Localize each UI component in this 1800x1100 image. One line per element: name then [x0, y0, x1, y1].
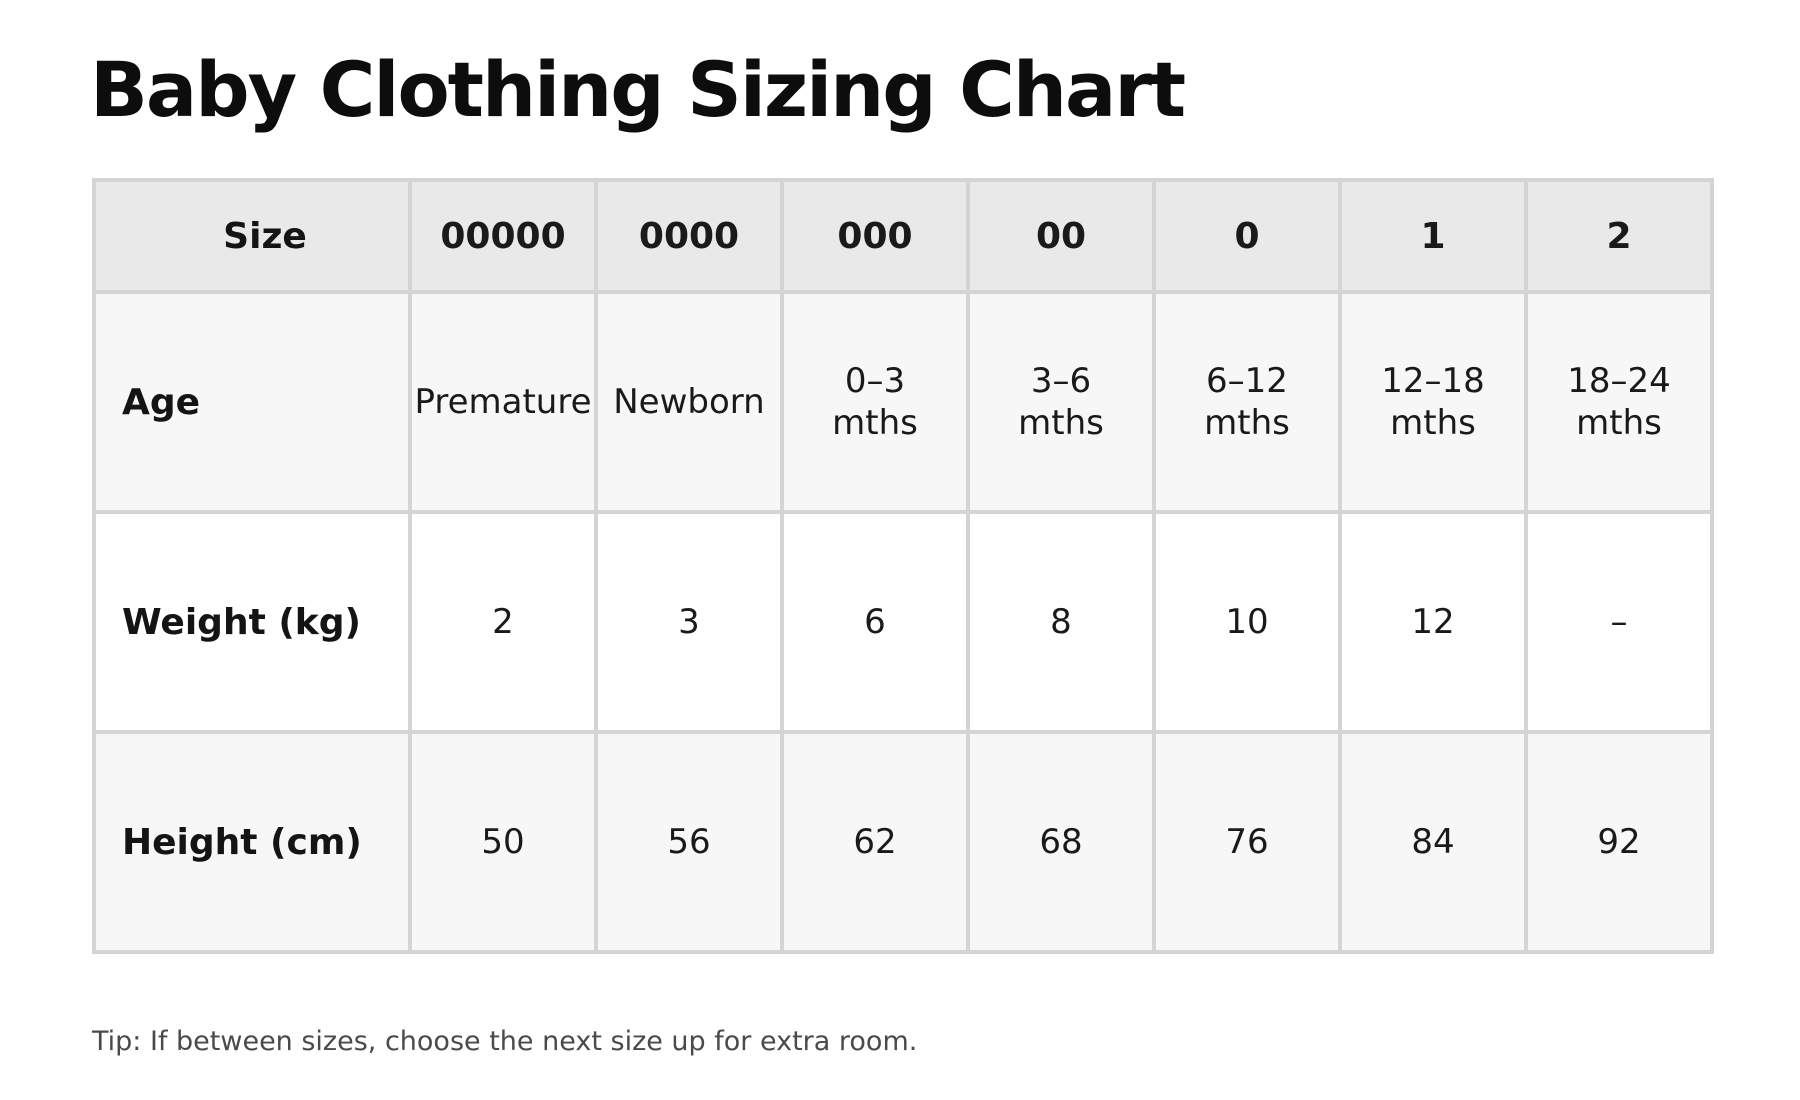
- weight-value-cell: –: [1524, 510, 1714, 734]
- size-column-header: 0000: [594, 178, 784, 294]
- size-header-label: Size: [92, 178, 412, 294]
- weight-value-cell: 10: [1152, 510, 1342, 734]
- age-row: Age Premature Newborn 0–3 mths 3–6 mths …: [92, 290, 1714, 514]
- height-value-cell: 76: [1152, 730, 1342, 954]
- weight-value-cell: 3: [594, 510, 784, 734]
- size-column-header: 2: [1524, 178, 1714, 294]
- age-row-label: Age: [92, 290, 412, 514]
- tip-note: Tip: If between sizes, choose the next s…: [92, 1026, 918, 1057]
- age-value-cell: 0–3 mths: [780, 290, 970, 514]
- height-value-cell: 56: [594, 730, 784, 954]
- weight-value-cell: 6: [780, 510, 970, 734]
- size-column-header: 000: [780, 178, 970, 294]
- size-column-header: 1: [1338, 178, 1528, 294]
- height-value-cell: 50: [408, 730, 598, 954]
- height-value-cell: 84: [1338, 730, 1528, 954]
- weight-value-cell: 8: [966, 510, 1156, 734]
- sizing-table-container: Size 00000 0000 000 00 0 1 2 Age Prematu…: [92, 178, 1714, 954]
- weight-value-cell: 12: [1338, 510, 1528, 734]
- height-value-cell: 68: [966, 730, 1156, 954]
- weight-row-label: Weight (kg): [92, 510, 412, 734]
- size-column-header: 00000: [408, 178, 598, 294]
- height-value-cell: 92: [1524, 730, 1714, 954]
- sizing-table: Size 00000 0000 000 00 0 1 2 Age Prematu…: [92, 178, 1714, 954]
- weight-value-cell: 2: [408, 510, 598, 734]
- age-value-cell: 6–12 mths: [1152, 290, 1342, 514]
- age-value-cell: Newborn: [594, 290, 784, 514]
- age-value-cell: 3–6 mths: [966, 290, 1156, 514]
- height-row: Height (cm) 50 56 62 68 76 84 92: [92, 730, 1714, 954]
- page-title: Baby Clothing Sizing Chart: [90, 45, 1186, 134]
- height-value-cell: 62: [780, 730, 970, 954]
- weight-row: Weight (kg) 2 3 6 8 10 12 –: [92, 510, 1714, 734]
- age-value-cell: Premature: [408, 290, 598, 514]
- header-row: Size 00000 0000 000 00 0 1 2: [92, 178, 1714, 294]
- size-column-header: 00: [966, 178, 1156, 294]
- age-value-cell: 18–24 mths: [1524, 290, 1714, 514]
- height-row-label: Height (cm): [92, 730, 412, 954]
- age-value-cell: 12–18 mths: [1338, 290, 1528, 514]
- size-column-header: 0: [1152, 178, 1342, 294]
